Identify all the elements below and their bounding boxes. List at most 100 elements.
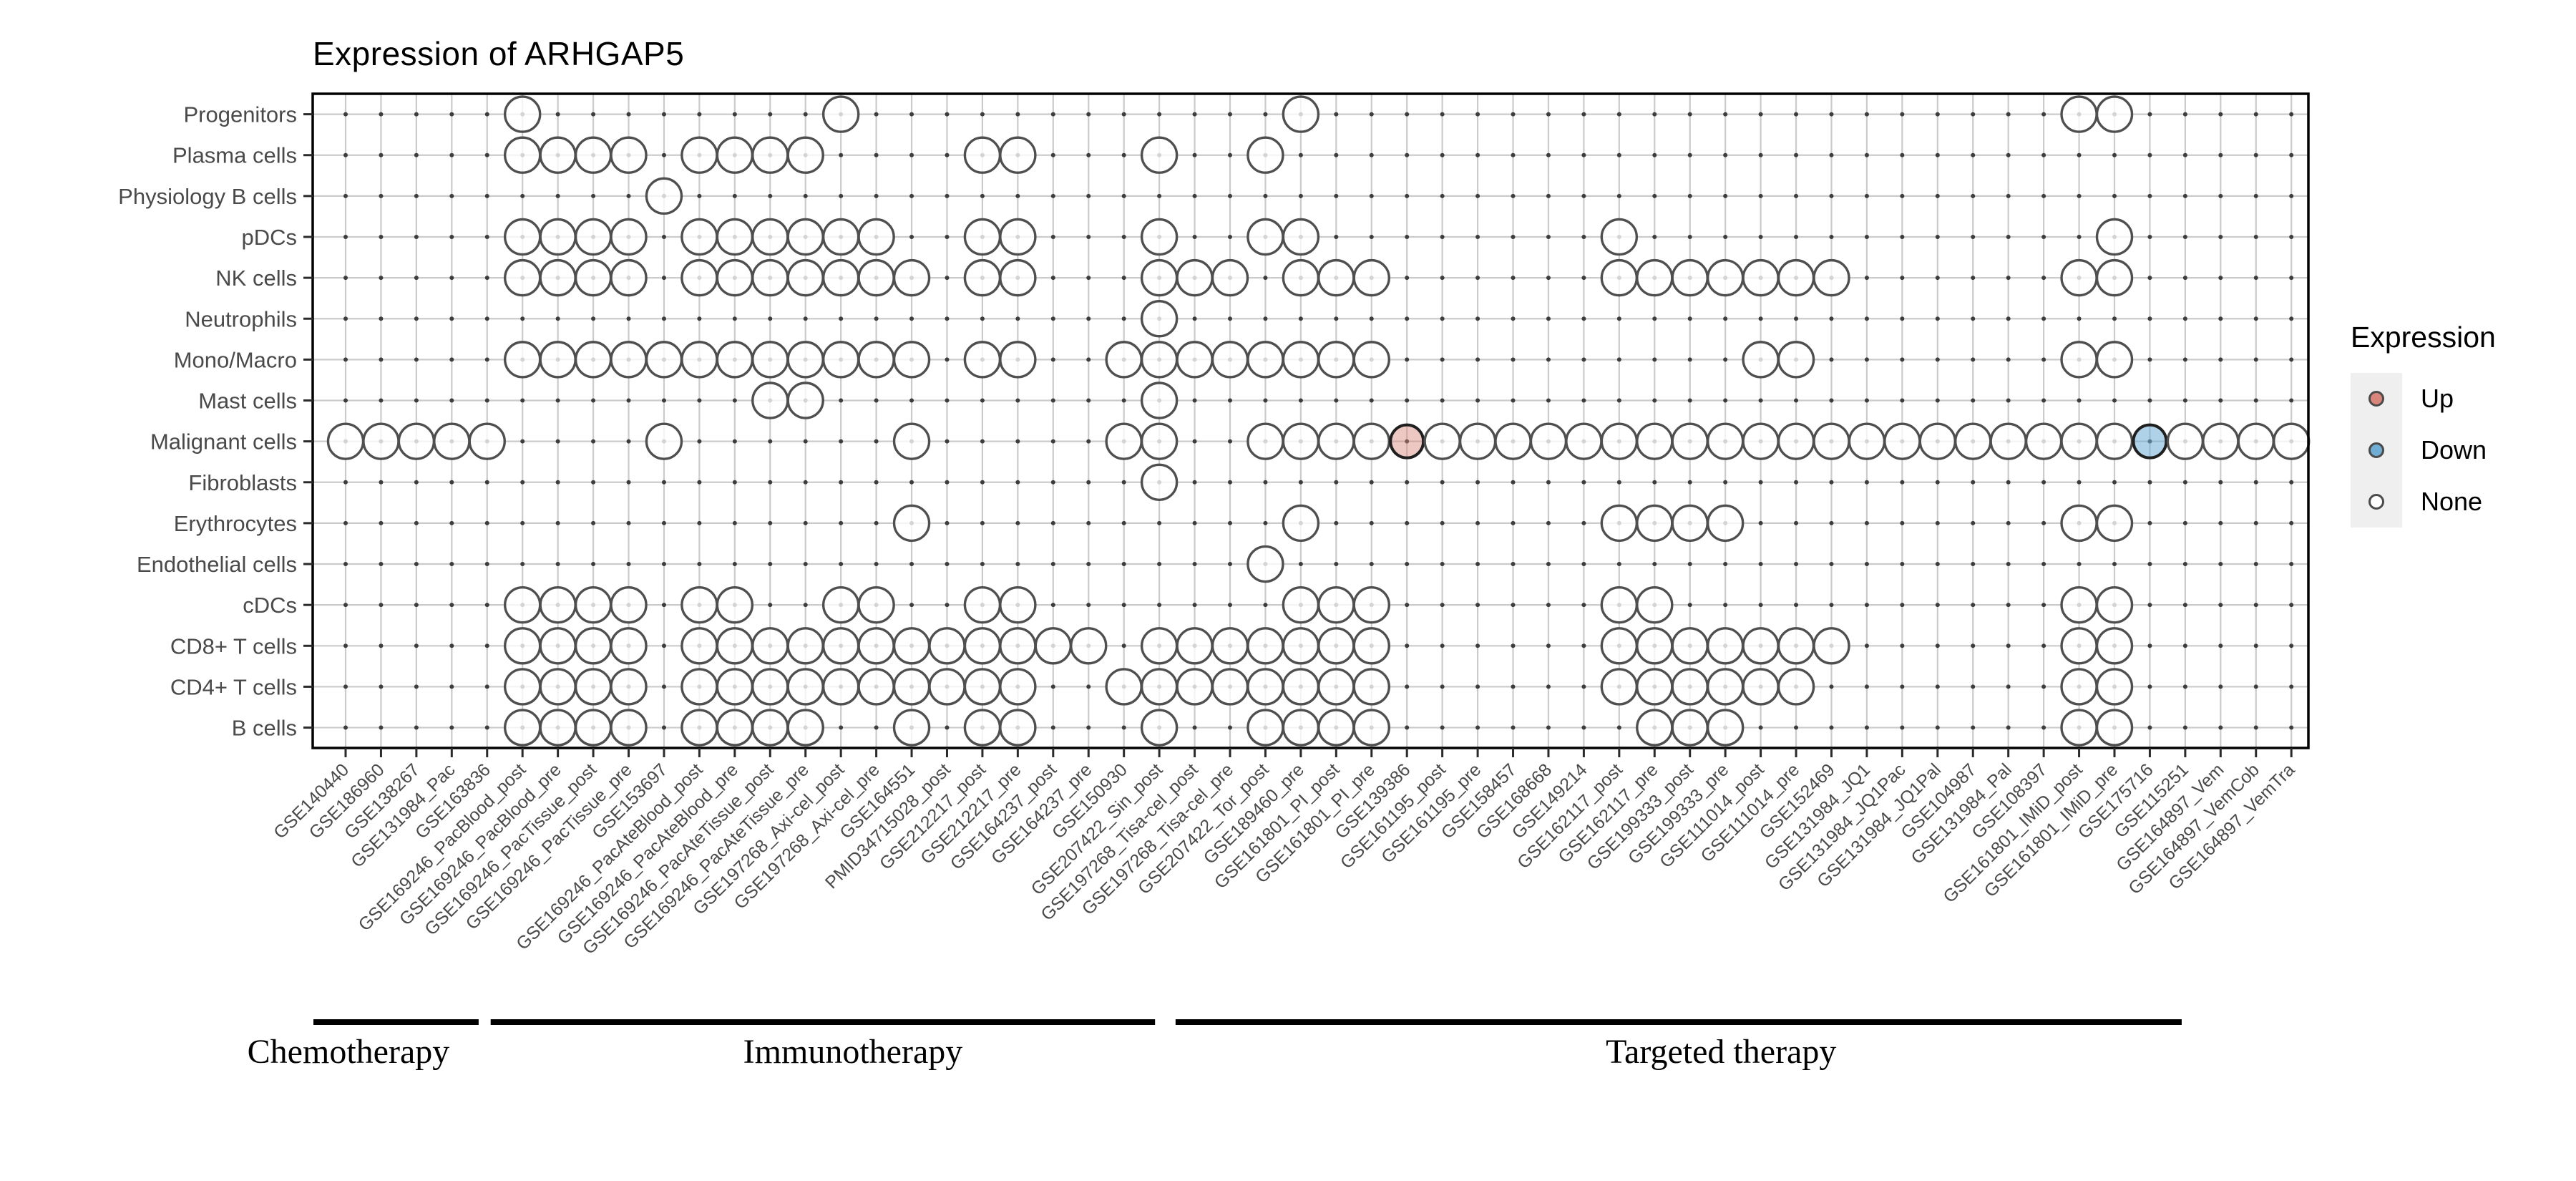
expression-dot xyxy=(1918,422,1957,460)
grid-dot xyxy=(1935,562,1940,567)
grid-dot xyxy=(661,152,666,157)
expression-dot xyxy=(2095,627,2134,665)
expression-dot xyxy=(786,341,824,379)
grid-dot xyxy=(1829,480,1834,485)
grid-dot xyxy=(1228,603,1232,608)
grid-dot xyxy=(945,193,950,198)
grid-dot xyxy=(2218,603,2223,608)
grid-dot xyxy=(1405,193,1410,198)
grid-dot xyxy=(449,152,454,157)
expression-dot xyxy=(574,136,613,174)
grid-dot xyxy=(1864,684,1869,689)
grid-dot xyxy=(484,316,489,321)
grid-dot xyxy=(2289,603,2294,608)
grid-dot xyxy=(661,562,666,567)
grid-dot xyxy=(1546,112,1551,117)
grid-dot xyxy=(1687,152,1692,157)
expression-dot xyxy=(751,381,789,419)
expression-dot xyxy=(1070,627,1108,665)
grid-dot xyxy=(449,398,454,403)
grid-dot xyxy=(626,316,631,321)
grid-dot xyxy=(343,520,348,525)
grid-dot xyxy=(1687,480,1692,485)
group-bar xyxy=(490,1019,1156,1025)
grid-dot xyxy=(2147,234,2152,239)
grid-dot xyxy=(449,316,454,321)
grid-dot xyxy=(1440,520,1445,525)
expression-dot xyxy=(2202,422,2240,460)
grid-dot xyxy=(2147,725,2152,730)
grid-dot xyxy=(1086,562,1091,567)
expression-dot xyxy=(999,218,1037,256)
grid-dot xyxy=(1581,276,1586,281)
grid-dot xyxy=(980,398,985,403)
expression-dot xyxy=(857,258,895,297)
grid-dot xyxy=(591,520,596,525)
expression-dot xyxy=(892,627,931,665)
grid-dot xyxy=(1086,480,1091,485)
grid-dot xyxy=(1900,562,1905,567)
grid-dot xyxy=(1546,316,1551,321)
grid-dot xyxy=(1794,480,1799,485)
grid-dot xyxy=(945,316,950,321)
grid-dot xyxy=(1687,234,1692,239)
grid-dot xyxy=(874,316,879,321)
expression-dot xyxy=(1140,341,1179,379)
grid-dot xyxy=(379,562,384,567)
grid-dot xyxy=(839,725,844,730)
grid-dot xyxy=(1794,562,1799,567)
expression-dot xyxy=(1140,300,1179,338)
grid-dot xyxy=(520,562,525,567)
grid-dot xyxy=(2006,603,2011,608)
expression-dot xyxy=(574,585,613,624)
grid-dot xyxy=(1581,234,1586,239)
expression-dot xyxy=(1317,422,1355,460)
grid-dot xyxy=(2147,603,2152,608)
up-dot-icon xyxy=(2368,391,2384,407)
grid-dot xyxy=(839,520,844,525)
grid-dot xyxy=(909,193,914,198)
grid-dot xyxy=(909,152,914,157)
expression-dot xyxy=(1317,585,1355,624)
grid-dot xyxy=(1334,193,1339,198)
grid-dot xyxy=(1228,562,1232,567)
grid-dot xyxy=(1050,480,1055,485)
grid-dot xyxy=(1157,562,1162,567)
grid-dot xyxy=(874,112,879,117)
grid-dot xyxy=(1440,398,1445,403)
grid-dot xyxy=(591,398,596,403)
grid-dot xyxy=(2006,316,2011,321)
grid-dot xyxy=(2077,480,2082,485)
expression-dot xyxy=(2095,709,2134,747)
expression-dot xyxy=(1105,422,1143,460)
grid-dot xyxy=(379,725,384,730)
expression-dot xyxy=(1140,627,1179,665)
grid-dot xyxy=(1475,480,1480,485)
grid-dot xyxy=(626,520,631,525)
grid-dot xyxy=(1758,603,1763,608)
grid-dot xyxy=(1758,725,1763,730)
grid-dot xyxy=(1475,234,1480,239)
expression-dot xyxy=(1034,627,1073,665)
expression-dot xyxy=(539,136,577,174)
expression-dot xyxy=(786,136,824,174)
expression-dot xyxy=(610,627,648,665)
grid-dot xyxy=(1546,520,1551,525)
expression-dot xyxy=(857,668,895,706)
grid-dot xyxy=(1829,684,1834,689)
grid-dot xyxy=(697,316,702,321)
grid-dot xyxy=(1440,603,1445,608)
grid-dot xyxy=(1900,193,1905,198)
expression-dot xyxy=(1600,422,1639,460)
grid-dot xyxy=(1405,643,1410,648)
grid-dot xyxy=(1935,316,1940,321)
expression-dot xyxy=(1671,627,1709,665)
expression-dot xyxy=(504,218,542,256)
expression-dot xyxy=(821,258,860,297)
expression-dot xyxy=(574,258,613,297)
grid-dot xyxy=(1050,234,1055,239)
grid-dot xyxy=(626,398,631,403)
y-axis-label: cDCs xyxy=(243,593,297,618)
grid-dot xyxy=(379,643,384,648)
grid-dot xyxy=(1546,480,1551,485)
